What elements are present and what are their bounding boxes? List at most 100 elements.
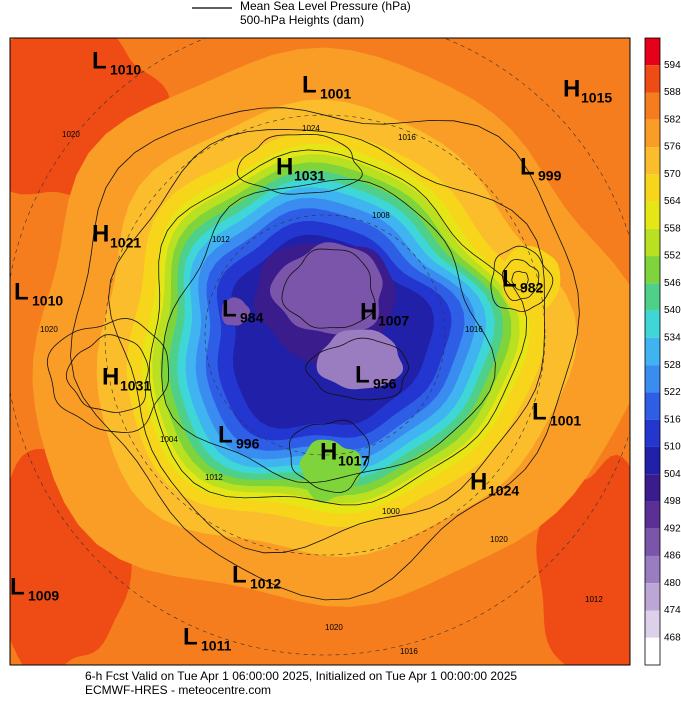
center-value: 1010	[32, 293, 63, 309]
center-letter: L	[502, 265, 517, 292]
center-letter: L	[218, 421, 233, 448]
center-value: 1024	[488, 483, 519, 499]
center-letter: H	[276, 153, 293, 180]
center-value: 1031	[294, 168, 325, 184]
colorbar-label: 504	[664, 469, 681, 480]
contour-label: 1020	[325, 623, 343, 632]
center-letter: H	[470, 468, 487, 495]
colorbar-label: 552	[664, 251, 681, 262]
map: 1020 1024 1016 1012 1020 1008 1000 1004 1012 1020…	[10, 38, 630, 665]
contour-label: 1012	[212, 235, 230, 244]
height-area	[316, 329, 404, 390]
colorbar-label: 594	[664, 60, 681, 71]
isobar	[236, 133, 363, 195]
colorbar-swatch	[645, 446, 660, 475]
isobar	[161, 179, 496, 484]
colorbar-swatch	[645, 228, 660, 257]
center-value: 1009	[28, 588, 59, 604]
graticule	[104, 114, 546, 556]
center-letter: L	[10, 573, 25, 600]
colorbar-label: 534	[664, 333, 681, 344]
colorbar-swatch	[645, 337, 660, 366]
colorbar-swatch	[645, 201, 660, 229]
contour-label: 1016	[398, 133, 416, 142]
isobar	[65, 334, 149, 413]
center-value: 1012	[250, 576, 281, 592]
colorbar: 594 588 582 576 570 564 558 552 546 540 534 528 522 5…	[644, 37, 681, 666]
contour-label: 1008	[372, 211, 390, 220]
center-letter: L	[520, 153, 535, 180]
graticule	[204, 214, 446, 456]
colorbar-swatch	[645, 283, 660, 311]
colorbar-swatch	[645, 392, 660, 420]
contour-label: 1020	[490, 535, 508, 544]
center-value: 1031	[120, 378, 151, 394]
center-value: 1011	[201, 638, 232, 654]
contour-label: 1012	[205, 473, 223, 482]
colorbar-label: 564	[664, 196, 681, 207]
center-value: 1021	[110, 235, 141, 251]
colorbar-swatch	[645, 174, 660, 202]
colorbar-label: 546	[664, 278, 681, 289]
isobar	[281, 248, 376, 329]
contour-label: 1004	[160, 435, 178, 444]
colorbar-label: 558	[664, 223, 681, 234]
footer-line: 6-h Fcst Valid on Tue Apr 1 06:00:00 202…	[85, 669, 517, 683]
center-value: 956	[373, 376, 397, 392]
legend-item: Mean Sea Level Pressure (hPa)	[240, 0, 411, 13]
colorbar-label: 498	[664, 496, 681, 507]
colorbar-label: 516	[664, 414, 681, 425]
center-value: 982	[520, 280, 544, 296]
isobar	[511, 270, 529, 291]
center-value: 996	[236, 436, 260, 452]
center-letter: L	[92, 47, 107, 74]
colorbar-swatch	[645, 474, 660, 502]
colorbar-swatch	[645, 610, 660, 638]
legend-item: 500-hPa Heights (dam)	[240, 13, 364, 27]
isobar	[70, 107, 580, 601]
center-letter: L	[14, 278, 29, 305]
center-letter: H	[102, 363, 119, 390]
colorbar-swatch	[645, 38, 660, 66]
colorbar-swatch	[645, 147, 660, 175]
center-letter: L	[222, 295, 237, 322]
isobar	[46, 318, 170, 433]
colorbar-label: 522	[664, 387, 681, 398]
center-value: 1017	[338, 453, 369, 469]
colorbar-label: 480	[664, 578, 681, 589]
colorbar-label: 474	[664, 605, 681, 616]
colorbar-label: 540	[664, 305, 681, 316]
colorbar-swatch	[645, 65, 660, 93]
colorbar-swatch	[645, 365, 660, 393]
height-area	[269, 242, 383, 335]
colorbar-swatch	[645, 583, 660, 611]
isobar	[288, 419, 370, 493]
colorbar-label: 528	[664, 360, 681, 371]
colorbar-swatch	[645, 92, 660, 120]
center-letter: L	[183, 623, 198, 650]
colorbar-label: 576	[664, 142, 681, 153]
contour-label: 1016	[400, 647, 418, 656]
contour-label: 1012	[585, 595, 603, 604]
isobar	[490, 245, 554, 312]
colorbar-swatch	[645, 555, 660, 584]
colorbar-swatch	[645, 501, 660, 529]
center-value: 1001	[550, 413, 581, 429]
center-value: 1001	[320, 86, 351, 102]
colorbar-label: 570	[664, 169, 681, 180]
isobar	[148, 149, 528, 506]
isobar	[501, 259, 540, 301]
colorbar-label: 492	[664, 523, 681, 534]
colorbar-swatch	[645, 419, 660, 447]
height-area	[221, 297, 250, 326]
isobar	[305, 337, 410, 401]
colorbar-label: 588	[664, 87, 681, 98]
center-letter: L	[302, 71, 317, 98]
contour-label: 1000	[382, 507, 400, 516]
footer-line: ECMWF-HRES - meteocentre.com	[85, 683, 271, 697]
colorbar-swatch	[645, 256, 660, 284]
contour-label: 1020	[62, 130, 80, 139]
center-value: 999	[538, 168, 562, 184]
center-letter: L	[355, 361, 370, 388]
